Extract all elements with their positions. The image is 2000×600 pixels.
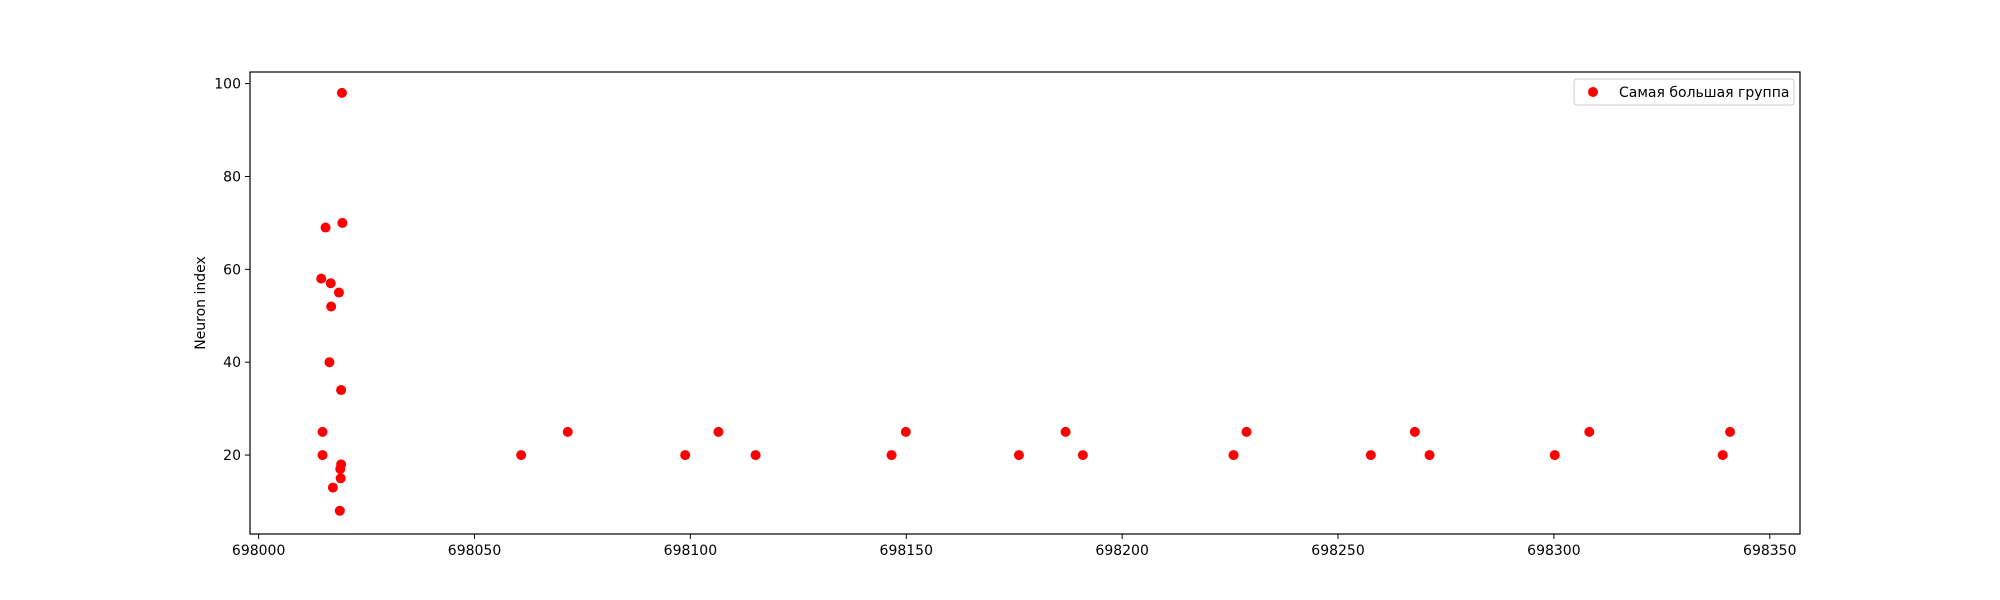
x-tick-label: 698100	[664, 543, 717, 559]
data-point	[335, 473, 346, 484]
data-points	[316, 87, 1736, 516]
data-point	[1424, 450, 1435, 461]
data-point	[324, 357, 335, 368]
data-point	[1228, 450, 1239, 461]
data-point	[1725, 426, 1736, 437]
data-point	[327, 482, 338, 493]
legend: Самая большая группа	[1573, 78, 1795, 106]
x-tick-label: 698150	[880, 543, 933, 559]
data-point	[516, 450, 527, 461]
data-point	[336, 459, 347, 470]
x-tick-label: 698300	[1527, 543, 1580, 559]
data-point	[1060, 426, 1071, 437]
data-point	[1241, 426, 1252, 437]
data-point	[900, 426, 911, 437]
x-tick-label: 698050	[448, 543, 501, 559]
legend-label: Самая большая группа	[1619, 85, 1789, 101]
data-point	[317, 450, 328, 461]
x-axis-ticks: 698000 698050 698100 698150 698200 698250 6983…	[232, 534, 1797, 559]
data-point	[562, 426, 573, 437]
data-point	[886, 450, 897, 461]
y-tick-label: 60	[223, 262, 241, 278]
y-tick-label: 100	[214, 77, 241, 93]
legend-box	[1573, 78, 1795, 106]
plot-frame	[249, 71, 1801, 535]
data-point	[1717, 450, 1728, 461]
x-tick-label: 698000	[232, 543, 285, 559]
y-tick-label: 40	[223, 355, 241, 371]
y-axis-ticks: 20 40 60 80 100	[214, 77, 250, 464]
data-point	[333, 287, 344, 298]
data-point	[336, 87, 347, 98]
data-point	[1584, 426, 1595, 437]
data-point	[334, 505, 345, 516]
data-point	[320, 222, 331, 233]
data-point	[336, 385, 347, 396]
data-point	[325, 278, 336, 289]
data-point	[326, 301, 337, 312]
y-tick-label: 80	[223, 169, 241, 185]
x-tick-label: 698350	[1743, 543, 1796, 559]
data-point	[713, 426, 724, 437]
data-point	[1549, 450, 1560, 461]
data-point	[317, 426, 328, 437]
data-point	[1013, 450, 1024, 461]
data-point	[1077, 450, 1088, 461]
data-point	[337, 217, 348, 228]
data-point	[750, 450, 761, 461]
y-tick-label: 20	[223, 448, 241, 464]
x-tick-label: 698250	[1311, 543, 1364, 559]
data-point	[1409, 426, 1420, 437]
legend-marker	[1588, 87, 1598, 97]
data-point	[316, 273, 327, 284]
data-point	[1365, 450, 1376, 461]
x-tick-label: 698200	[1095, 543, 1148, 559]
y-axis-label: Neuron index	[193, 256, 209, 350]
data-point	[680, 450, 691, 461]
